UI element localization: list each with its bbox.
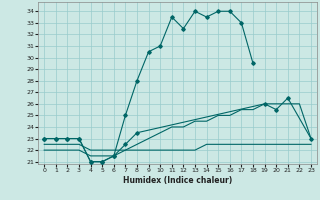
X-axis label: Humidex (Indice chaleur): Humidex (Indice chaleur): [123, 176, 232, 185]
